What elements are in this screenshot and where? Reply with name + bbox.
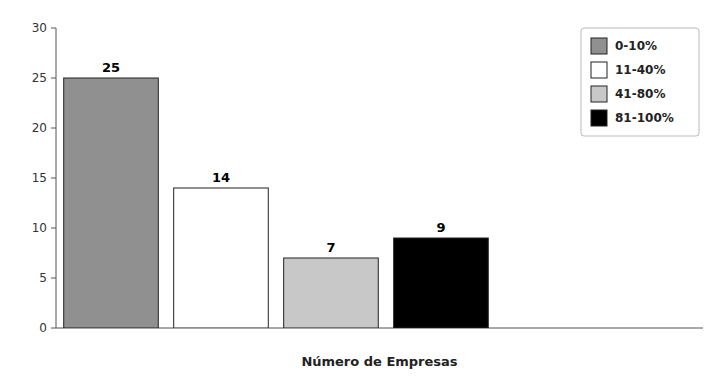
y-tick [51, 28, 56, 29]
y-tick [51, 178, 56, 179]
y-axis-line [56, 28, 57, 328]
bars [64, 78, 489, 328]
y-tick-label: 10 [32, 221, 47, 235]
legend-swatch [591, 38, 607, 54]
chart-svg: 0 5 10 15 20 25 30 25 14 7 9 Número de Empresas 0-10… [0, 0, 727, 380]
legend: 0-10% 11-40% 41-80% 81-100% [581, 28, 699, 136]
y-tick [51, 128, 56, 129]
y-tick [51, 78, 56, 79]
legend-box [581, 28, 699, 136]
y-tick [51, 228, 56, 229]
legend-label: 11-40% [615, 63, 665, 77]
y-tick-label: 20 [32, 121, 47, 135]
legend-swatch [591, 62, 607, 78]
legend-label: 41-80% [615, 87, 665, 101]
y-tick-label: 0 [39, 321, 47, 335]
bar [64, 78, 159, 328]
data-label: 9 [436, 220, 445, 235]
x-axis-label: Número de Empresas [301, 354, 457, 369]
legend-swatch [591, 110, 607, 126]
chart-container: 0 5 10 15 20 25 30 25 14 7 9 Número de Empresas 0-10… [0, 0, 727, 380]
bar [174, 188, 269, 328]
bar [284, 258, 379, 328]
y-tick [51, 328, 56, 329]
y-tick [51, 278, 56, 279]
legend-label: 81-100% [615, 111, 674, 125]
legend-swatch [591, 86, 607, 102]
y-tick-label: 5 [39, 271, 47, 285]
y-axis: 0 5 10 15 20 25 30 [32, 21, 56, 335]
y-tick-label: 25 [32, 71, 47, 85]
data-label: 7 [326, 240, 335, 255]
data-label: 14 [212, 170, 230, 185]
data-label: 25 [102, 60, 120, 75]
legend-label: 0-10% [615, 39, 657, 53]
bar [394, 238, 489, 328]
data-labels: 25 14 7 9 [102, 60, 446, 255]
y-tick-label: 15 [32, 171, 47, 185]
y-tick-label: 30 [32, 21, 47, 35]
